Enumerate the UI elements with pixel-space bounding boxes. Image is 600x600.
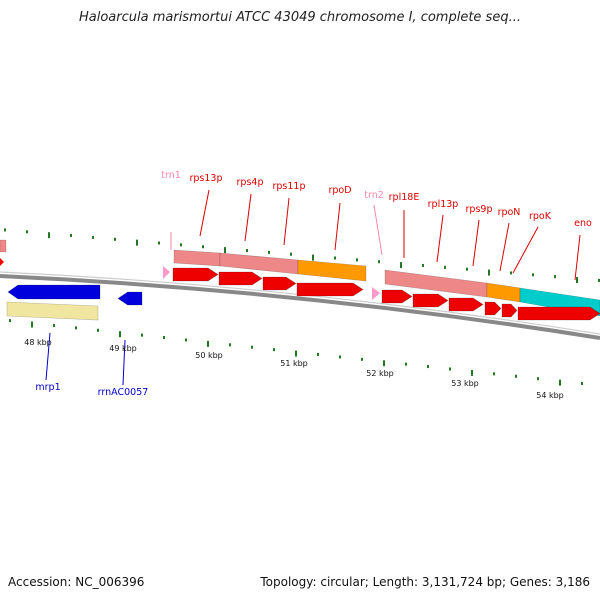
gene-label-leader	[199, 189, 210, 237]
gene-label-eno: eno	[574, 218, 592, 229]
gene-label-rps11p: rps11p	[272, 181, 305, 192]
gene-band	[219, 252, 299, 275]
protein-gene-arrow	[296, 282, 364, 297]
kbp-scale: 48 kbp 49 kbp 50 kbp 51 kbp 52 kbp 53 kbp 54 k…	[24, 338, 564, 400]
gene-label-trn1: trn1	[161, 170, 181, 181]
gene-label-leader	[574, 234, 581, 281]
rna-gene-arrow	[163, 266, 170, 279]
kbp-label: 48 kbp	[24, 338, 52, 347]
kbp-label: 49 kbp	[109, 344, 137, 353]
gene-band-orange	[297, 259, 367, 282]
accession-text: Accession: NC_006396	[8, 575, 145, 589]
gene-label-rpoD: rpoD	[328, 185, 351, 196]
gene-band-yellow	[6, 301, 99, 321]
rna-gene-arrow	[372, 287, 380, 300]
topology-summary: Topology: circular; Length: 3,131,724 bp…	[260, 575, 590, 589]
gene-label-leader	[436, 214, 444, 263]
protein-gene-arrow	[262, 276, 297, 291]
blue-gene-arrow	[7, 284, 101, 300]
protein-gene-arrow	[484, 301, 502, 316]
gene-label-rps4p: rps4p	[237, 177, 264, 188]
backbone-line	[0, 274, 600, 340]
protein-gene-arrow	[412, 293, 449, 308]
gene-label-rpoK: rpoK	[529, 211, 552, 222]
gene-label-leader	[512, 226, 539, 274]
tick-row-top	[4, 228, 600, 284]
gene-label-leader	[244, 193, 252, 242]
bottom-gene-labels: mrp1 rrnAC0057	[35, 332, 149, 398]
protein-gene-arrow	[381, 289, 413, 304]
protein-gene-arrow	[501, 303, 518, 318]
gene-label-rpl13p: rpl13p	[428, 199, 459, 210]
gene-label-rps9p: rps9p	[466, 204, 493, 215]
kbp-label: 54 kbp	[536, 391, 564, 400]
kbp-label: 53 kbp	[451, 379, 479, 388]
gene-band-edge	[0, 239, 7, 253]
gene-label-rrnAC0057: rrnAC0057	[98, 387, 149, 398]
protein-gene-arrow	[448, 297, 484, 312]
blue-gene-arrow	[117, 291, 143, 306]
gene-label-trn2: trn2	[364, 190, 384, 201]
gene-label-leader	[472, 219, 480, 267]
gene-band-orange	[486, 282, 521, 303]
gene-label-leader	[373, 204, 383, 256]
gene-label-leader	[334, 202, 341, 251]
gene-label-leader	[283, 197, 290, 246]
gene-label-rpoN: rpoN	[498, 207, 521, 218]
top-gene-labels: trn1 rps13p rps4p rps11p rpoD trn2 rpl18E rpl13…	[161, 170, 592, 281]
gene-label-rpl18E: rpl18E	[389, 192, 420, 203]
gene-label-leader	[122, 339, 126, 386]
protein-gene-arrow	[172, 267, 219, 282]
gene-label-leader	[45, 332, 51, 381]
gene-arrow-edge	[0, 258, 4, 266]
tick-row-bottom	[9, 319, 583, 386]
gene-label-rps13p: rps13p	[189, 173, 222, 184]
protein-gene-arrow	[218, 271, 263, 286]
gene-label-leader	[499, 222, 510, 272]
kbp-label: 52 kbp	[366, 369, 394, 378]
gene-arrows	[0, 258, 600, 321]
protein-gene-arrow	[517, 306, 600, 321]
kbp-label: 51 kbp	[280, 359, 308, 368]
gene-label-mrp1: mrp1	[35, 382, 60, 393]
kbp-label: 50 kbp	[195, 351, 223, 360]
map-title: Haloarcula marismortui ATCC 43049 chromo…	[79, 10, 521, 25]
gene-band	[173, 249, 221, 267]
